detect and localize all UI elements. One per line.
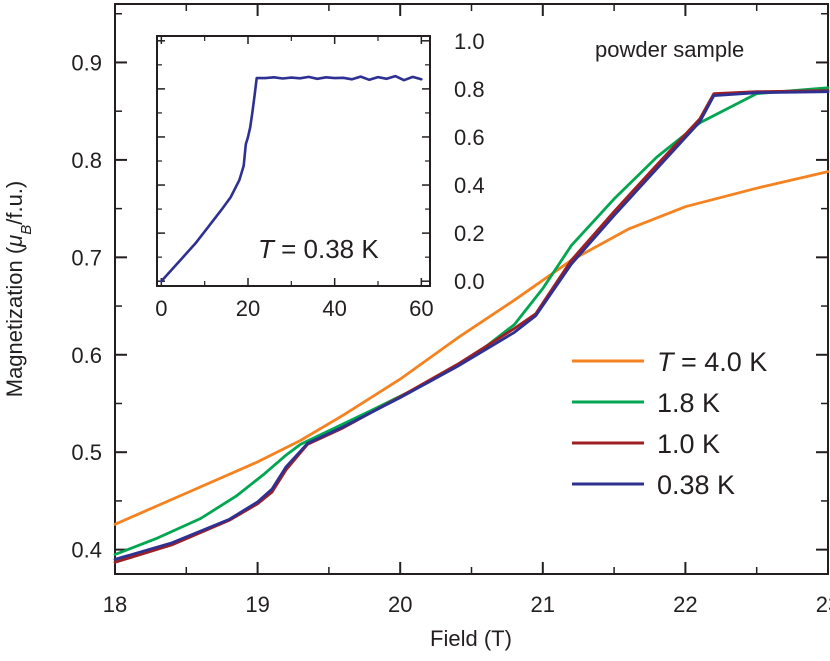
inset-y-tick-label: 0.6	[454, 125, 485, 150]
y-tick-label: 0.7	[71, 245, 102, 270]
legend-label-3: 0.38 K	[657, 470, 735, 500]
x-tick-label: 20	[388, 592, 412, 617]
inset-x-tick-label: 0	[155, 296, 167, 321]
legend-label-0: T = 4.0 K	[657, 347, 767, 377]
inset-annotation-T: T	[258, 234, 276, 264]
x-tick-label: 23	[816, 592, 830, 617]
inset-temperature-annotation: T = 0.38 K	[258, 234, 379, 264]
y-tick-label: 0.5	[71, 440, 102, 465]
x-tick-label: 22	[673, 592, 697, 617]
y-tick-label: 0.6	[71, 343, 102, 368]
powder-sample-annotation: powder sample	[595, 37, 744, 62]
legend-label-rest: = 4.0 K	[674, 347, 768, 377]
legend-label-prefix: T	[657, 347, 676, 377]
inset-x-tick-label: 60	[409, 296, 433, 321]
inset-annotation-value: = 0.38 K	[274, 234, 379, 264]
y-axis-title-prefix: Magnetization (	[2, 246, 27, 397]
inset-series-group	[160, 74, 423, 283]
y-tick-label: 0.9	[71, 50, 102, 75]
inset-y-tick-label: 1.0	[454, 29, 485, 54]
inset-series-line-0	[160, 74, 423, 283]
inset-x-tick-label: 20	[236, 296, 260, 321]
inset-x-tick-label: 40	[322, 296, 346, 321]
inset-y-tick-label: 0.2	[454, 221, 485, 246]
main-series-line-0	[113, 170, 830, 526]
legend: T = 4.0 K 1.8 K 1.0 K 0.38 K	[572, 347, 767, 500]
y-tick-label: 0.8	[71, 148, 102, 173]
y-axis-title: Magnetization (μB/f.u.)	[2, 181, 35, 398]
y-axis-title-suffix: /f.u.)	[2, 181, 27, 225]
y-axis-title-mu: μ	[2, 235, 27, 248]
legend-label-1: 1.8 K	[657, 388, 720, 418]
inset-axis-ticks: 0 20 40 60 0.0 0.2 0.4 0.6 0.8 1.0	[155, 29, 484, 321]
inset-y-tick-label: 0.4	[454, 173, 485, 198]
y-axis-title-sub: B	[18, 225, 35, 235]
main-axis-ticks: 18 19 20 21 22 23 0.4 0.5 0.6 0.7 0.8 0.9	[71, 4, 830, 617]
inset-y-tick-label: 0.8	[454, 77, 485, 102]
x-tick-label: 19	[245, 592, 269, 617]
legend-label-2: 1.0 K	[657, 429, 720, 459]
x-tick-label: 18	[103, 592, 127, 617]
inset-y-tick-label: 0.0	[454, 269, 485, 294]
x-axis-title: Field (T)	[430, 626, 512, 651]
x-tick-label: 21	[531, 592, 555, 617]
main-plot: 18 19 20 21 22 23 0.4 0.5 0.6 0.7 0.8 0.9 Field (T)…	[2, 3, 830, 651]
inset-plot: 0 20 40 60 0.0 0.2 0.4 0.6 0.8 1.0 T = 0.38 K	[155, 29, 484, 321]
main-series-line-3	[113, 90, 830, 561]
y-tick-label: 0.4	[71, 538, 102, 563]
main-series-group	[113, 86, 830, 564]
